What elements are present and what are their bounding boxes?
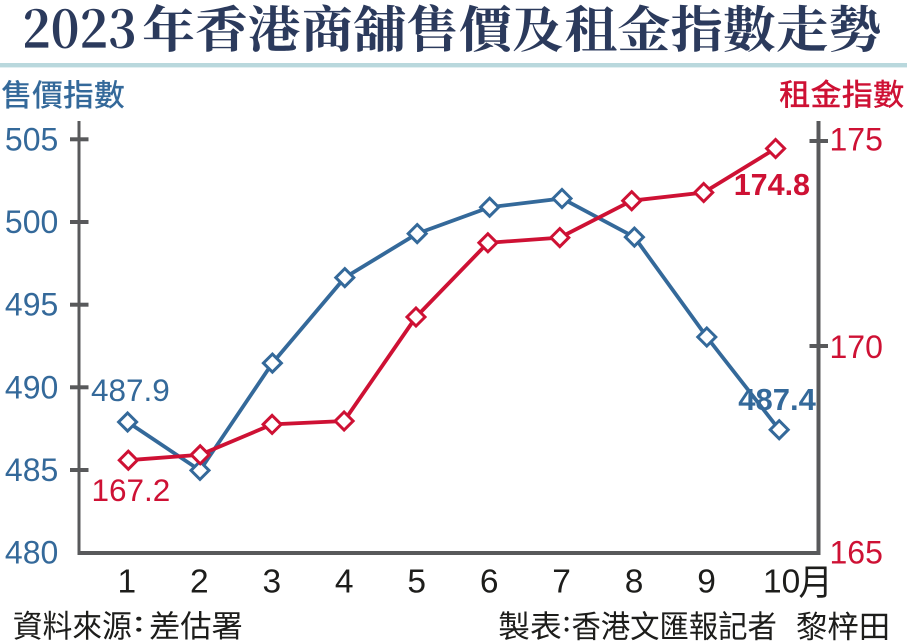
- svg-text:6: 6: [480, 564, 499, 601]
- svg-text:3: 3: [262, 564, 281, 601]
- svg-text:7: 7: [552, 564, 571, 601]
- svg-text:495: 495: [5, 287, 58, 323]
- svg-text:500: 500: [5, 204, 58, 240]
- svg-text:170: 170: [830, 329, 883, 365]
- svg-text:487.9: 487.9: [91, 372, 170, 408]
- svg-text:8: 8: [625, 564, 644, 601]
- svg-text:9: 9: [697, 564, 716, 601]
- svg-text:165: 165: [830, 534, 883, 570]
- svg-text:487.4: 487.4: [738, 382, 816, 417]
- svg-text:5: 5: [407, 564, 426, 601]
- svg-text:167.2: 167.2: [92, 472, 171, 508]
- svg-text:485: 485: [5, 452, 58, 488]
- svg-text:175: 175: [830, 121, 883, 157]
- svg-text:505: 505: [5, 121, 58, 157]
- svg-text:2: 2: [190, 564, 209, 601]
- svg-text:490: 490: [5, 369, 58, 405]
- svg-text:10: 10: [763, 564, 800, 601]
- svg-text:174.8: 174.8: [734, 168, 810, 202]
- svg-text:480: 480: [5, 534, 58, 570]
- svg-text:1: 1: [117, 564, 136, 601]
- svg-text:4: 4: [335, 564, 354, 601]
